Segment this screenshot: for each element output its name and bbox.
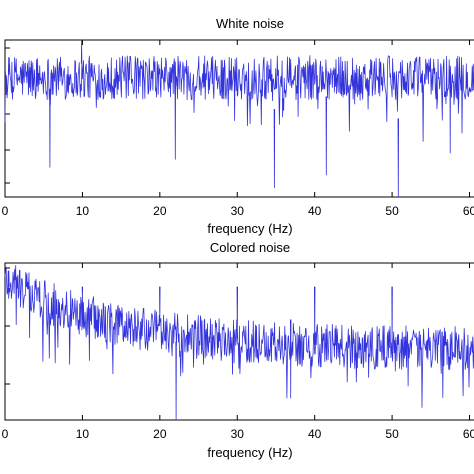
x-tick-label: 50	[385, 427, 399, 441]
ticks-white-noise: 0 10 20 30 40 50 60	[2, 40, 474, 218]
x-tick-label: 40	[308, 204, 322, 218]
x-axis-label-colored-noise: frequency (Hz)	[207, 445, 292, 460]
x-tick-label: 30	[231, 204, 245, 218]
x-tick-label: 30	[231, 427, 245, 441]
axes-box-colored-noise	[4, 262, 474, 421]
x-tick-label: 10	[76, 427, 90, 441]
series-line-white-noise	[4, 39, 474, 198]
x-tick-label: 20	[153, 427, 167, 441]
ticks-colored-noise: 0 10 20 30 40 50 60	[2, 263, 474, 441]
x-tick-label: 0	[2, 204, 9, 218]
x-tick-label: 0	[2, 427, 9, 441]
x-tick-label: 50	[385, 204, 399, 218]
x-tick-label: 60	[463, 204, 474, 218]
x-axis-label-white-noise: frequency (Hz)	[207, 221, 292, 236]
panel-colored-noise: Colored noise 0 10 20 30 40 50 60 frequency (H…	[2, 240, 474, 460]
x-tick-label: 20	[153, 204, 167, 218]
panel-white-noise: White noise 0 10 20 30 40 50 60 frequency (Hz)	[2, 16, 474, 236]
x-tick-label: 10	[76, 204, 90, 218]
x-tick-label: 40	[308, 427, 322, 441]
series-line-colored-noise	[4, 265, 474, 421]
chart-title-white-noise: White noise	[216, 16, 284, 31]
chart-title-colored-noise: Colored noise	[210, 240, 290, 255]
x-tick-label: 60	[463, 427, 474, 441]
